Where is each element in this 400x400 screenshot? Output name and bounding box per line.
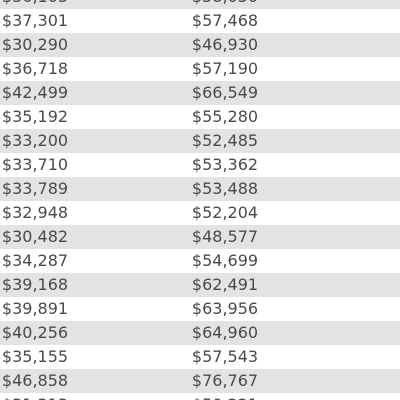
cell-col-a: $39,168: [1, 275, 69, 294]
table-row: $30,290 $46,930: [0, 33, 400, 57]
table-row: $35,192 $55,280: [0, 105, 400, 129]
cell-col-a: $36,103: [0, 0, 70, 9]
cell-col-b: $48,577: [191, 227, 259, 246]
cell-col-a: $46,858: [1, 371, 69, 390]
cell-col-a: $36,718: [1, 59, 69, 78]
cell-col-b: $55,280: [191, 107, 259, 126]
cell-col-b: $54,699: [191, 251, 259, 270]
cell-col-b: $50,221: [185, 393, 265, 400]
cell-col-b: $52,204: [191, 203, 259, 222]
table-row: $34,287 $54,699: [0, 249, 400, 273]
cell-col-a: $30,290: [1, 35, 69, 54]
cell-col-b: $57,190: [191, 59, 259, 78]
cell-col-a: $42,499: [1, 83, 69, 102]
table-row: $46,858 $76,767: [0, 369, 400, 393]
table-row: $33,789 $53,488: [0, 177, 400, 201]
cell-col-a: $40,256: [1, 323, 69, 342]
cell-col-a: $32,948: [1, 203, 69, 222]
cell-col-b: $57,468: [191, 11, 259, 30]
table-row: $31,313 $50,221: [0, 393, 400, 400]
cell-col-b: $76,767: [191, 371, 259, 390]
cell-col-b: $53,362: [191, 155, 259, 174]
table-row: $36,718 $57,190: [0, 57, 400, 81]
cell-col-a: $31,313: [0, 393, 70, 400]
cell-col-b: $58,050: [185, 0, 265, 9]
cell-col-a: $33,200: [1, 131, 69, 150]
table-row: $39,168 $62,491: [0, 273, 400, 297]
table-row: $36,103 $58,050: [0, 0, 400, 9]
cell-col-a: $39,891: [1, 299, 69, 318]
cell-col-a: $35,155: [1, 347, 69, 366]
table-row: $33,200 $52,485: [0, 129, 400, 153]
cell-col-a: $34,287: [1, 251, 69, 270]
cell-col-b: $52,485: [191, 131, 259, 150]
cell-col-a: $35,192: [1, 107, 69, 126]
cell-col-b: $57,543: [191, 347, 259, 366]
table-row: $42,499 $66,549: [0, 81, 400, 105]
cell-col-a: $33,710: [1, 155, 69, 174]
cell-col-b: $66,549: [191, 83, 259, 102]
cell-col-b: $63,956: [191, 299, 259, 318]
cell-col-b: $64,960: [191, 323, 259, 342]
cell-col-b: $53,488: [191, 179, 259, 198]
cell-col-a: $37,301: [1, 11, 69, 30]
table-row: $40,256 $64,960: [0, 321, 400, 345]
table-row: $37,301 $57,468: [0, 9, 400, 33]
table-row: $33,710 $53,362: [0, 153, 400, 177]
cell-col-a: $33,789: [1, 179, 69, 198]
table-row: $35,155 $57,543: [0, 345, 400, 369]
cell-col-b: $46,930: [191, 35, 259, 54]
table-row: $30,482 $48,577: [0, 225, 400, 249]
table-row: $32,948 $52,204: [0, 201, 400, 225]
cell-col-b: $62,491: [191, 275, 259, 294]
cell-col-a: $30,482: [1, 227, 69, 246]
table-row: $39,891 $63,956: [0, 297, 400, 321]
